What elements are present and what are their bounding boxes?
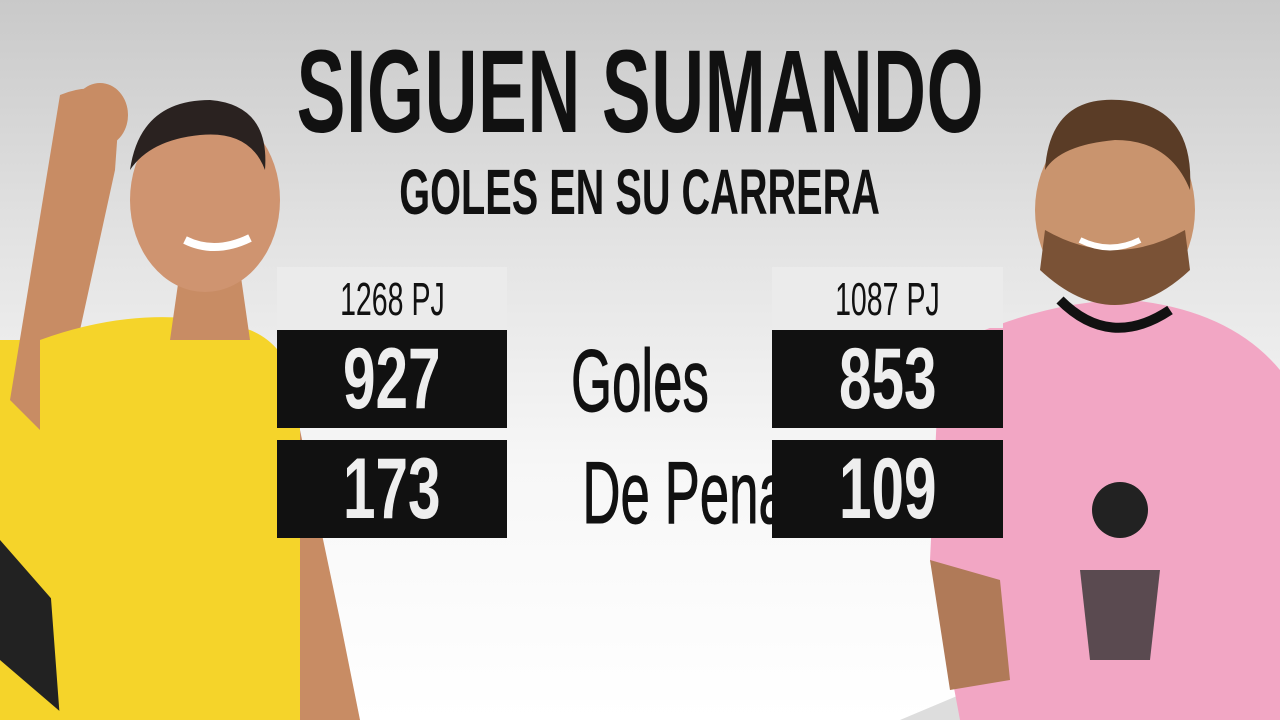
- page-title: SIGUEN SUMANDO: [296, 26, 984, 158]
- goals-label: Goles: [571, 331, 710, 430]
- right-penalties-value: 109: [772, 440, 1003, 538]
- left-games-played: 1268 PJ: [277, 267, 507, 328]
- right-games-played: 1087 PJ: [772, 267, 1003, 328]
- right-player-photo: [930, 99, 1280, 720]
- right-goals-value: 853: [772, 330, 1003, 428]
- left-goals-value: 927: [277, 330, 507, 428]
- left-penalties-value: 173: [277, 440, 507, 538]
- left-player-photo: [10, 83, 360, 720]
- page-subtitle: GOLES EN SU CARRERA: [399, 156, 881, 228]
- penalties-label: De Penal: [582, 443, 800, 542]
